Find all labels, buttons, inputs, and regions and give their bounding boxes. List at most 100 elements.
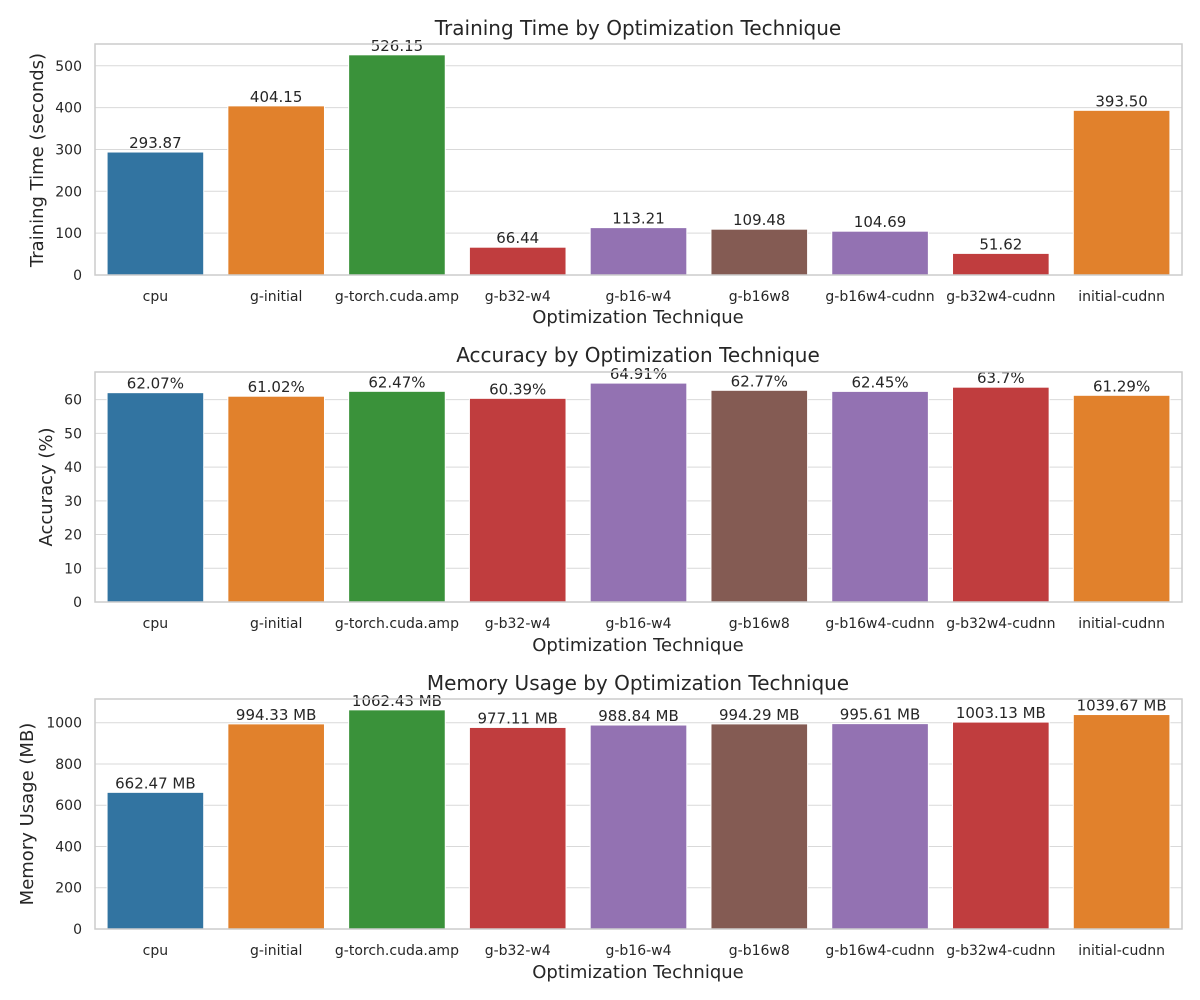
x-tick-label: g-torch.cuda.amp: [335, 289, 459, 305]
data-label: 404.15: [250, 88, 303, 106]
bar: [468, 246, 567, 276]
x-tick-label: g-b32-w4: [485, 943, 551, 959]
bar: [106, 151, 205, 276]
x-tick-label: initial-cudnn: [1078, 943, 1165, 959]
data-labels: 293.87 404.15 526.15 66.44 113.21 109.48 104.6…: [129, 37, 1148, 254]
y-tick-label: 200: [55, 881, 82, 897]
y-axis-label: Accuracy (%): [36, 427, 57, 546]
x-tick-label: g-b32w4-cudnn: [946, 943, 1055, 959]
x-tick-label: cpu: [143, 943, 168, 959]
bar: [1072, 714, 1171, 930]
bar: [106, 791, 205, 930]
y-tick-label: 100: [55, 226, 82, 242]
x-tick-label: g-b32w4-cudnn: [946, 616, 1055, 632]
data-label: 61.02%: [248, 378, 305, 396]
data-label: 51.62: [979, 235, 1022, 253]
x-ticks: cpu g-initial g-torch.cuda.amp g-b32-w4 g-b1…: [143, 943, 1165, 959]
x-axis-label: Optimization Technique: [532, 962, 744, 983]
y-tick-label: 50: [64, 426, 82, 442]
chart-title: Training Time by Optimization Technique: [434, 16, 841, 40]
y-tick-label: 400: [55, 101, 82, 117]
data-label: 63.7%: [977, 369, 1025, 387]
data-label: 293.87: [129, 134, 182, 152]
x-tick-label: g-initial: [250, 943, 302, 959]
bar: [710, 228, 809, 276]
data-labels: 662.47 MB 994.33 MB 1062.43 MB 977.11 MB 988…: [115, 692, 1166, 793]
x-tick-label: g-b16w8: [729, 616, 790, 632]
x-tick-label: g-b16w8: [729, 289, 790, 305]
bar: [710, 723, 809, 930]
bars: [106, 709, 1171, 930]
x-tick-label: initial-cudnn: [1078, 289, 1165, 305]
bars: [106, 54, 1171, 276]
y-ticks: 0 200 400 600 800 1000: [46, 716, 82, 938]
bar: [589, 724, 688, 930]
y-ticks: 0 10 20 30 40 50 60: [64, 393, 82, 611]
x-tick-label: g-b16w4-cudnn: [825, 289, 934, 305]
y-tick-label: 200: [55, 184, 82, 200]
data-label: 61.29%: [1093, 377, 1150, 395]
x-tick-label: g-b16w4-cudnn: [825, 616, 934, 632]
bar: [468, 726, 567, 930]
bar: [589, 227, 688, 276]
x-ticks: cpu g-initial g-torch.cuda.amp g-b32-w4 g-b1…: [143, 616, 1165, 632]
data-label: 62.77%: [731, 372, 788, 390]
bar: [831, 230, 929, 276]
data-labels: 62.07% 61.02% 62.47% 60.39% 64.91% 62.77% 62.4…: [127, 365, 1150, 398]
bar: [952, 386, 1050, 603]
data-label: 62.07%: [127, 375, 184, 393]
x-tick-label: g-b32-w4: [485, 616, 551, 632]
data-label: 995.61 MB: [840, 706, 921, 724]
y-tick-label: 300: [55, 142, 82, 158]
data-label: 988.84 MB: [598, 707, 679, 725]
bar: [589, 382, 688, 603]
bar: [831, 723, 929, 930]
y-tick-label: 500: [55, 59, 82, 75]
x-tick-label: g-b16w8: [729, 943, 790, 959]
y-tick-label: 10: [64, 561, 82, 577]
bar: [468, 397, 567, 603]
y-ticks: 0 100 200 300 400 500: [55, 59, 82, 284]
y-tick-label: 0: [73, 268, 82, 284]
plot-frame: [94, 371, 1183, 603]
x-tick-label: g-b16-w4: [605, 289, 671, 305]
x-axis-label: Optimization Technique: [532, 307, 744, 328]
x-tick-label: g-b16w4-cudnn: [825, 943, 934, 959]
data-label: 393.50: [1095, 92, 1148, 110]
y-axis-label: Memory Usage (MB): [17, 723, 38, 906]
data-label: 977.11 MB: [477, 709, 558, 727]
x-tick-label: g-b32w4-cudnn: [946, 289, 1055, 305]
plot-frame: [94, 698, 1183, 930]
training-time-chart: Training Time by Optimization Technique …: [27, 16, 1183, 328]
data-label: 62.45%: [851, 373, 908, 391]
bar: [227, 395, 325, 603]
y-tick-label: 800: [55, 757, 82, 773]
y-tick-label: 40: [64, 460, 82, 476]
bar: [227, 105, 325, 276]
data-label: 994.29 MB: [719, 706, 800, 724]
plot-frame: [94, 43, 1183, 276]
chart-title: Memory Usage by Optimization Technique: [427, 671, 849, 695]
y-tick-label: 400: [55, 839, 82, 855]
y-axis-label: Training Time (seconds): [27, 53, 48, 268]
x-tick-label: cpu: [143, 616, 168, 632]
chart-title: Accuracy by Optimization Technique: [456, 343, 820, 367]
x-tick-label: g-initial: [250, 289, 302, 305]
bar: [831, 390, 929, 603]
data-label: 64.91%: [610, 365, 667, 383]
x-axis-label: Optimization Technique: [532, 635, 744, 656]
data-label: 994.33 MB: [236, 706, 317, 724]
y-tick-label: 1000: [46, 716, 82, 732]
y-tick-label: 0: [73, 922, 82, 938]
data-label: 104.69: [854, 213, 907, 231]
bar: [952, 721, 1050, 930]
bar: [348, 54, 446, 276]
accuracy-chart: Accuracy by Optimization Technique 62.07…: [36, 343, 1183, 656]
bar: [348, 390, 446, 603]
data-label: 1062.43 MB: [352, 692, 442, 710]
data-label: 662.47 MB: [115, 774, 196, 792]
data-label: 60.39%: [489, 380, 546, 398]
y-tick-label: 30: [64, 494, 82, 510]
y-tick-label: 0: [73, 595, 82, 611]
